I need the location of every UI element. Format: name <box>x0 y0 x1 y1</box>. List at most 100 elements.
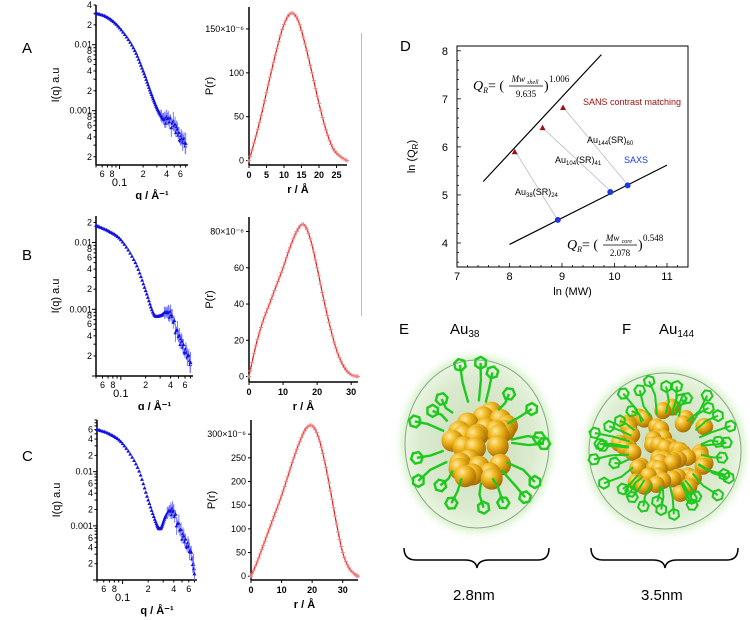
ligand-ring <box>711 435 725 448</box>
y-axis-label: I(q) a.u <box>50 68 62 103</box>
ligand-ring <box>715 451 729 464</box>
x-tick-label: 0.1 <box>112 177 127 189</box>
data-point <box>140 66 145 70</box>
data-point <box>145 494 150 498</box>
ligand-ring <box>598 476 610 490</box>
ligand-chain <box>678 397 688 417</box>
x-tick-label: 30 <box>346 387 356 397</box>
ligand-ring <box>670 379 684 393</box>
y-tick-label: 2 <box>87 20 92 30</box>
y-tick-label: 2 <box>87 284 92 294</box>
y-tick-label: 4 <box>88 542 93 552</box>
data-series <box>94 223 193 373</box>
data-point <box>119 27 124 32</box>
data-point <box>169 125 174 130</box>
data-point <box>141 281 146 286</box>
brace-f <box>590 547 739 569</box>
data-point <box>183 537 188 541</box>
ligand-chain <box>700 439 719 446</box>
chart-d-scaling: 7 8 9 10 11 4 5 6 7 8 ln (MW) ln (QR) SANS contrast … <box>406 45 689 298</box>
y-tick-label: 0 <box>239 372 244 382</box>
data-point <box>539 124 546 131</box>
data-point <box>624 182 631 189</box>
data-point <box>120 239 125 244</box>
y-tick-label: 6 <box>88 533 93 543</box>
data-point <box>148 504 153 509</box>
structure-f-title: Au144 <box>659 321 694 340</box>
data-point <box>142 486 147 490</box>
data-point <box>126 248 131 252</box>
data-point <box>143 288 148 293</box>
panel-letter-f: F <box>622 321 632 338</box>
ligand-chain <box>674 398 683 416</box>
data-point <box>138 473 143 477</box>
ligand-ring <box>474 355 488 371</box>
y-tick-label: 150 <box>231 500 246 510</box>
y-tick-label: 2 <box>88 505 93 515</box>
y-tick-label: 0.001 <box>69 106 92 116</box>
x-tick-label: 30 <box>338 585 348 595</box>
x-tick-label: 20 <box>314 170 324 180</box>
ligand-ring <box>452 357 468 373</box>
ligand-ring <box>711 488 725 502</box>
structure-e-base: Au <box>450 321 469 338</box>
connector-line <box>516 153 557 218</box>
data-point <box>131 257 136 261</box>
data-point <box>179 339 184 343</box>
data-point <box>139 477 144 481</box>
x-tick-label: 9 <box>559 271 565 283</box>
x-tick-label: 8 <box>110 380 115 390</box>
data-point <box>511 148 518 155</box>
fit-line <box>482 54 602 182</box>
x-tick-label: 6 <box>182 380 187 390</box>
structure-f-au144 <box>585 369 745 533</box>
ligand-chain <box>510 434 540 441</box>
ligand-ring <box>525 401 539 417</box>
ligand-ring <box>614 414 626 428</box>
y-axis-label: P(r) <box>204 77 216 95</box>
ligand-ring <box>624 485 638 498</box>
ligand-chain <box>608 425 633 437</box>
ligand-ring <box>409 450 425 465</box>
cluster-label-mid: (SR) <box>533 187 552 197</box>
x-tick-label: 2 <box>143 380 148 390</box>
x-tick-label: 25 <box>331 170 341 180</box>
ligand-ring <box>426 403 440 419</box>
x-tick-label: 0 <box>248 585 253 595</box>
ligand-chain <box>439 470 454 487</box>
equation-lhs-sub: R <box>576 245 582 254</box>
ligand-chain <box>432 409 449 423</box>
ligand-ring <box>689 490 703 503</box>
y-axis-label: I(q) a.u <box>50 279 62 314</box>
data-point <box>115 234 120 238</box>
cluster-label-sub1: 38 <box>526 193 533 199</box>
ligand-chain <box>656 485 662 502</box>
data-series <box>94 11 188 155</box>
data-point <box>173 122 178 126</box>
data-point <box>117 438 122 442</box>
x-axis-label: q / Å⁻¹ <box>140 604 174 617</box>
data-point <box>147 501 152 506</box>
ligand-ring <box>485 365 500 380</box>
structure-e-au38 <box>401 355 553 532</box>
ligand-ring <box>660 379 673 394</box>
data-point <box>134 263 139 268</box>
data-point <box>141 68 146 73</box>
ligand-ring <box>636 500 650 513</box>
x-tick-label: 0.1 <box>113 388 128 400</box>
data-point <box>149 508 154 512</box>
ligand-chain <box>450 478 463 504</box>
cluster-label-sub2: 41 <box>595 161 602 167</box>
ligand-ring <box>616 387 630 400</box>
y-tick-label: 2 <box>88 450 93 460</box>
x-tick-label: 8 <box>112 584 117 594</box>
ligand-chain <box>681 481 693 499</box>
y-tick-label: 8 <box>442 46 448 58</box>
ligand-ring <box>528 474 542 490</box>
y-tick-label: 6 <box>87 120 92 130</box>
cluster-label-sub2: 60 <box>627 141 634 147</box>
data-point <box>135 54 140 58</box>
y-tick-label: 8 <box>87 311 92 321</box>
data-point <box>173 130 178 135</box>
